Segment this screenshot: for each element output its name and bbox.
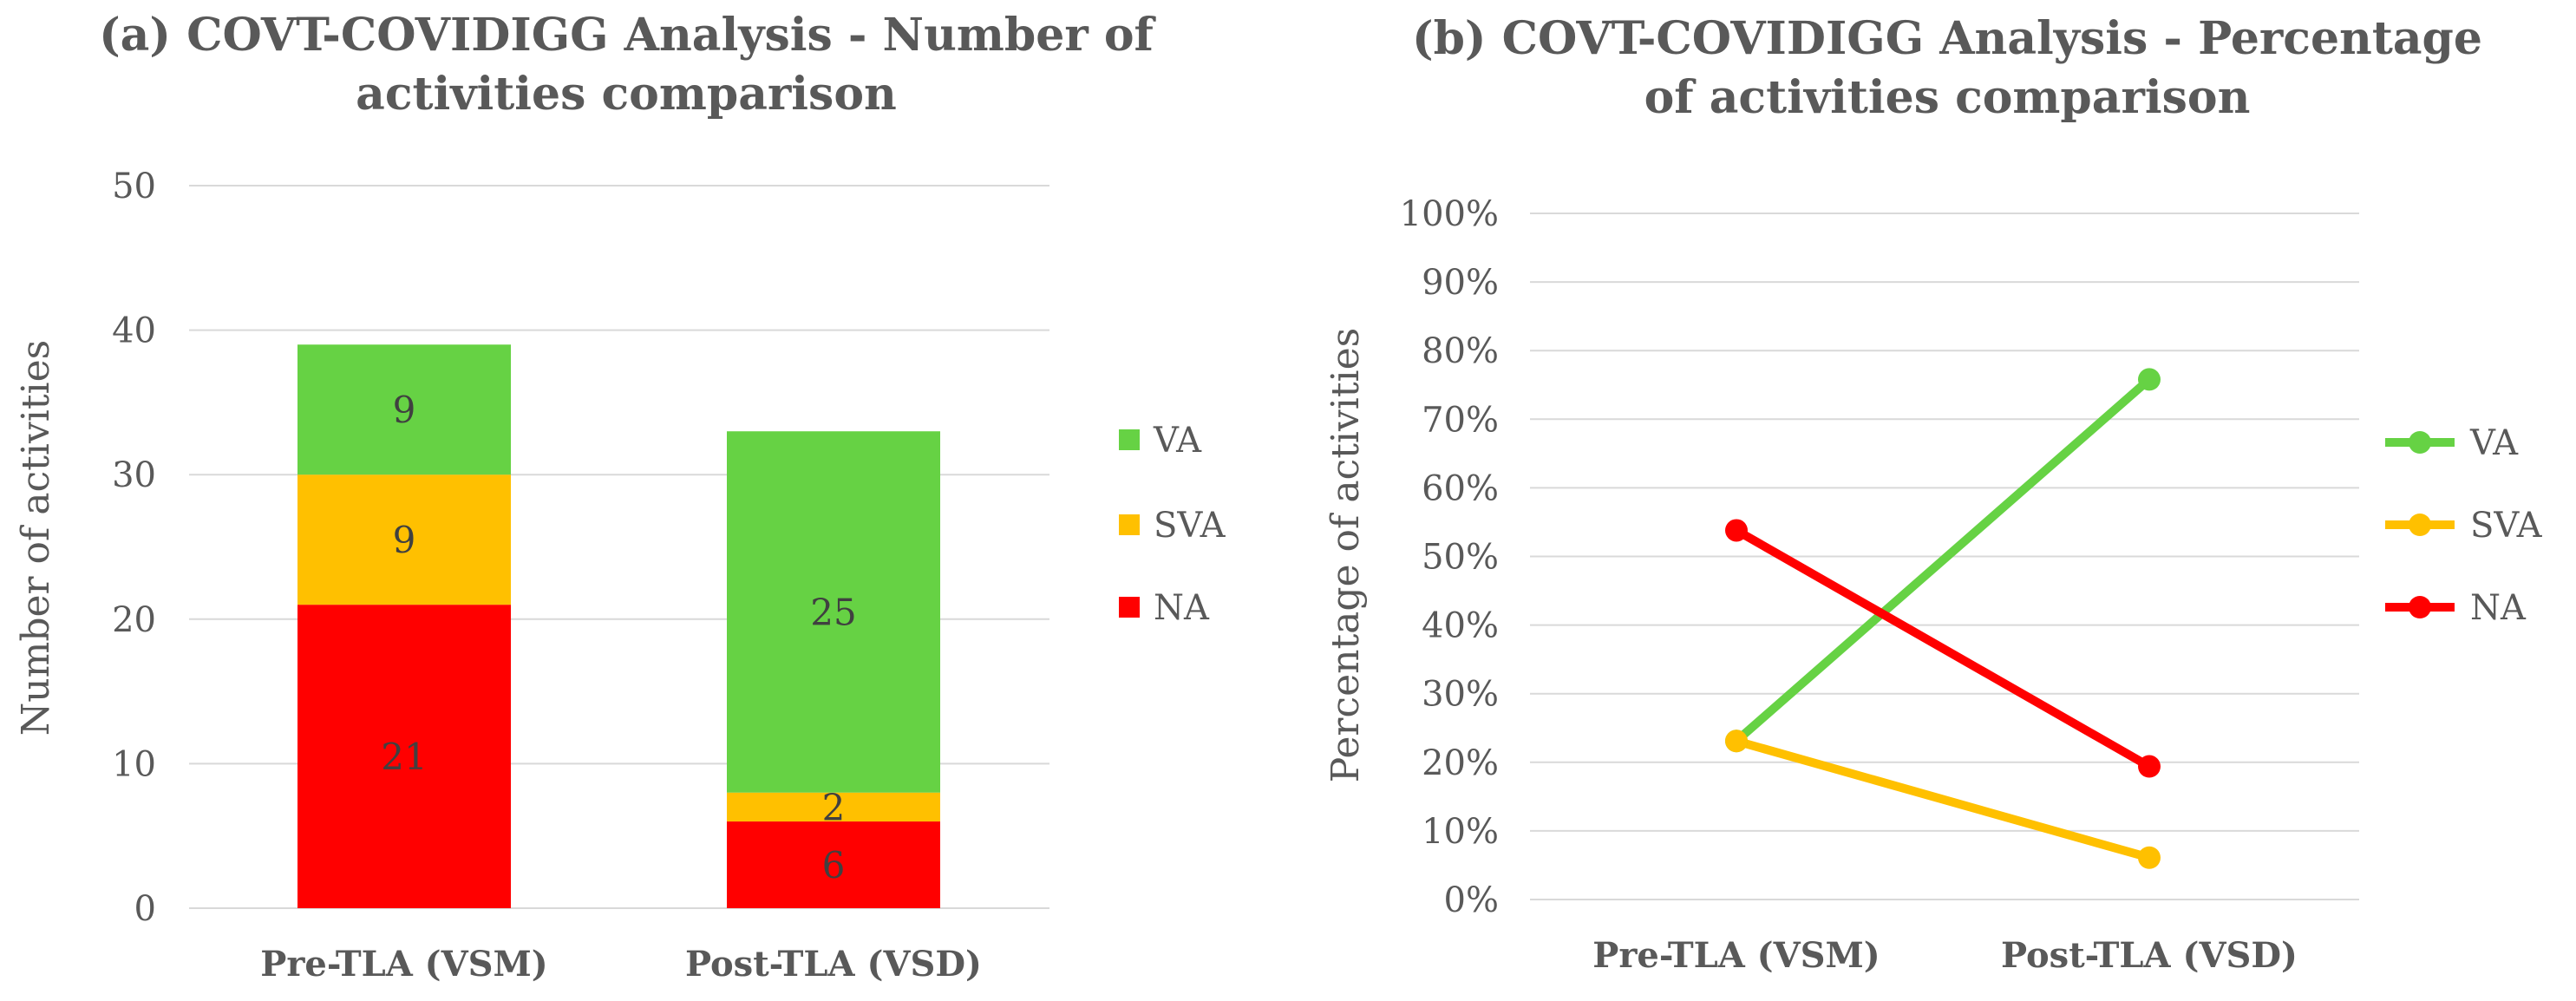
chart-b-y-ticks: 0% 10% 20% 30% 40% 50% 60% 70% 80% 90% 100% bbox=[1400, 194, 1499, 920]
chart-b-y-tick-label: 80% bbox=[1422, 331, 1499, 371]
chart-a-title-line-1: (a) COVT-COVIDIGG Analysis - Number of bbox=[99, 9, 1156, 62]
chart-a-data-label: 9 bbox=[393, 519, 416, 561]
chart-b-series bbox=[1725, 368, 2161, 869]
chart-a-y-axis-label: Number of activities bbox=[14, 340, 58, 736]
chart-a-data-label: 9 bbox=[393, 389, 416, 431]
chart-b-x-ticks: Pre-TLA (VSM) Post-TLA (VSD) bbox=[1592, 935, 2298, 976]
chart-a-bars: 21 9 9 6 2 25 bbox=[297, 344, 940, 908]
chart-a-legend-label: VA bbox=[1153, 421, 1202, 461]
chart-a: (a) COVT-COVIDIGG Analysis - Number of a… bbox=[14, 9, 1226, 985]
chart-a-bar-sva bbox=[727, 792, 940, 822]
chart-a-legend-swatch-sva bbox=[1119, 514, 1140, 535]
chart-b-line-va bbox=[1732, 375, 2154, 746]
chart-a-y-tick-label: 10 bbox=[112, 744, 156, 784]
chart-a-category-label: Pre-TLA (VSM) bbox=[260, 944, 547, 985]
chart-a-data-label: 2 bbox=[822, 786, 846, 828]
chart-a-x-ticks: Pre-TLA (VSM) Post-TLA (VSD) bbox=[260, 944, 982, 985]
chart-b-title-line-2: of activities comparison bbox=[1644, 71, 2251, 124]
chart-a-y-tick-label: 50 bbox=[112, 167, 156, 206]
chart-b-legend-label: SVA bbox=[2470, 506, 2543, 546]
chart-b-legend-marker-sva bbox=[2409, 514, 2431, 536]
chart-a-bar-va bbox=[297, 344, 511, 475]
chart-a-y-ticks: 0 10 20 30 40 50 bbox=[112, 167, 156, 929]
chart-b-y-tick-label: 20% bbox=[1422, 743, 1499, 783]
chart-a-legend-label: NA bbox=[1154, 588, 1210, 628]
chart-a-title-line-2: activities comparison bbox=[356, 68, 897, 121]
chart-b-y-tick-label: 90% bbox=[1422, 263, 1499, 303]
chart-a-y-tick-label: 40 bbox=[112, 311, 156, 351]
chart-a-legend-swatch-va bbox=[1119, 429, 1140, 450]
chart-a-legend: VA SVA NA bbox=[1119, 421, 1226, 628]
chart-b-line-na bbox=[1732, 526, 2154, 771]
chart-b-y-tick-label: 60% bbox=[1422, 468, 1499, 508]
chart-b-y-axis-label: Percentage of activities bbox=[1324, 328, 1368, 783]
chart-b-point-va bbox=[2138, 368, 2161, 391]
chart-b-y-tick-label: 50% bbox=[1422, 538, 1499, 578]
chart-b: (b) COVT-COVIDIGG Analysis - Percentage … bbox=[1324, 12, 2543, 976]
chart-b-y-tick-label: 70% bbox=[1422, 400, 1499, 440]
chart-a-y-tick-label: 30 bbox=[112, 455, 156, 495]
chart-a-y-tick-label: 0 bbox=[134, 889, 156, 929]
chart-b-legend-label: NA bbox=[2470, 588, 2527, 628]
chart-a-legend-label: SVA bbox=[1154, 506, 1226, 546]
chart-b-point-na bbox=[1725, 519, 1748, 542]
chart-b-point-na bbox=[2138, 755, 2161, 778]
chart-b-y-tick-label: 30% bbox=[1422, 675, 1499, 715]
chart-a-y-tick-label: 20 bbox=[112, 600, 156, 640]
chart-b-legend-marker-na bbox=[2409, 596, 2431, 618]
chart-b-legend: VA SVA NA bbox=[2385, 423, 2543, 628]
chart-b-y-tick-label: 10% bbox=[1422, 812, 1499, 852]
chart-a-data-label: 21 bbox=[381, 736, 427, 778]
chart-a-bar-va bbox=[727, 431, 940, 793]
chart-a-bar-na bbox=[297, 605, 511, 908]
chart-b-y-tick-label: 0% bbox=[1444, 880, 1499, 920]
chart-b-category-label: Pre-TLA (VSM) bbox=[1592, 935, 1880, 976]
chart-a-bar-sva bbox=[297, 474, 511, 605]
chart-b-title-line-1: (b) COVT-COVIDIGG Analysis - Percentage bbox=[1412, 12, 2482, 65]
chart-a-category-label: Post-TLA (VSD) bbox=[685, 944, 982, 985]
chart-b-y-tick-label: 100% bbox=[1400, 194, 1499, 234]
chart-a-bar-na bbox=[727, 821, 940, 908]
chart-b-y-tick-label: 40% bbox=[1422, 606, 1499, 646]
chart-a-data-label: 25 bbox=[810, 591, 856, 633]
chart-b-line-sva bbox=[1732, 736, 2154, 862]
chart-b-legend-marker-va bbox=[2409, 431, 2431, 454]
chart-a-legend-swatch-na bbox=[1119, 597, 1140, 618]
chart-b-point-sva bbox=[1725, 729, 1748, 753]
chart-b-point-sva bbox=[2138, 846, 2161, 869]
chart-b-legend-label: VA bbox=[2469, 423, 2519, 463]
chart-a-data-label: 6 bbox=[822, 844, 846, 887]
chart-b-category-label: Post-TLA (VSD) bbox=[2001, 935, 2298, 976]
